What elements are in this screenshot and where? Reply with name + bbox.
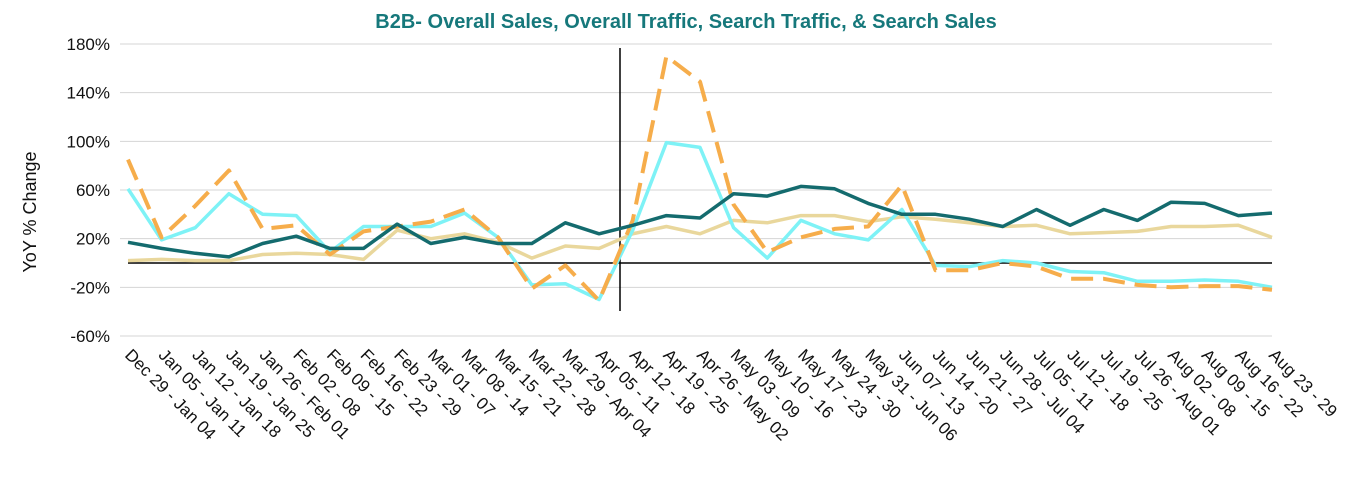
y-tick-label: -60% <box>70 327 110 346</box>
y-tick-label: 180% <box>67 35 110 54</box>
series-line <box>127 184 1273 259</box>
series-line <box>127 213 1273 263</box>
y-tick-label: 60% <box>76 181 110 200</box>
y-tick-label: 20% <box>76 230 110 249</box>
y-tick-label: 100% <box>67 132 110 151</box>
y-tick-label: -20% <box>70 278 110 297</box>
chart-title: B2B- Overall Sales, Overall Traffic, Sea… <box>375 11 996 33</box>
y-tick-label: 140% <box>67 84 110 103</box>
y-axis-label: YoY % Change <box>20 151 40 272</box>
series-line <box>126 54 1273 303</box>
series-line <box>126 140 1273 302</box>
